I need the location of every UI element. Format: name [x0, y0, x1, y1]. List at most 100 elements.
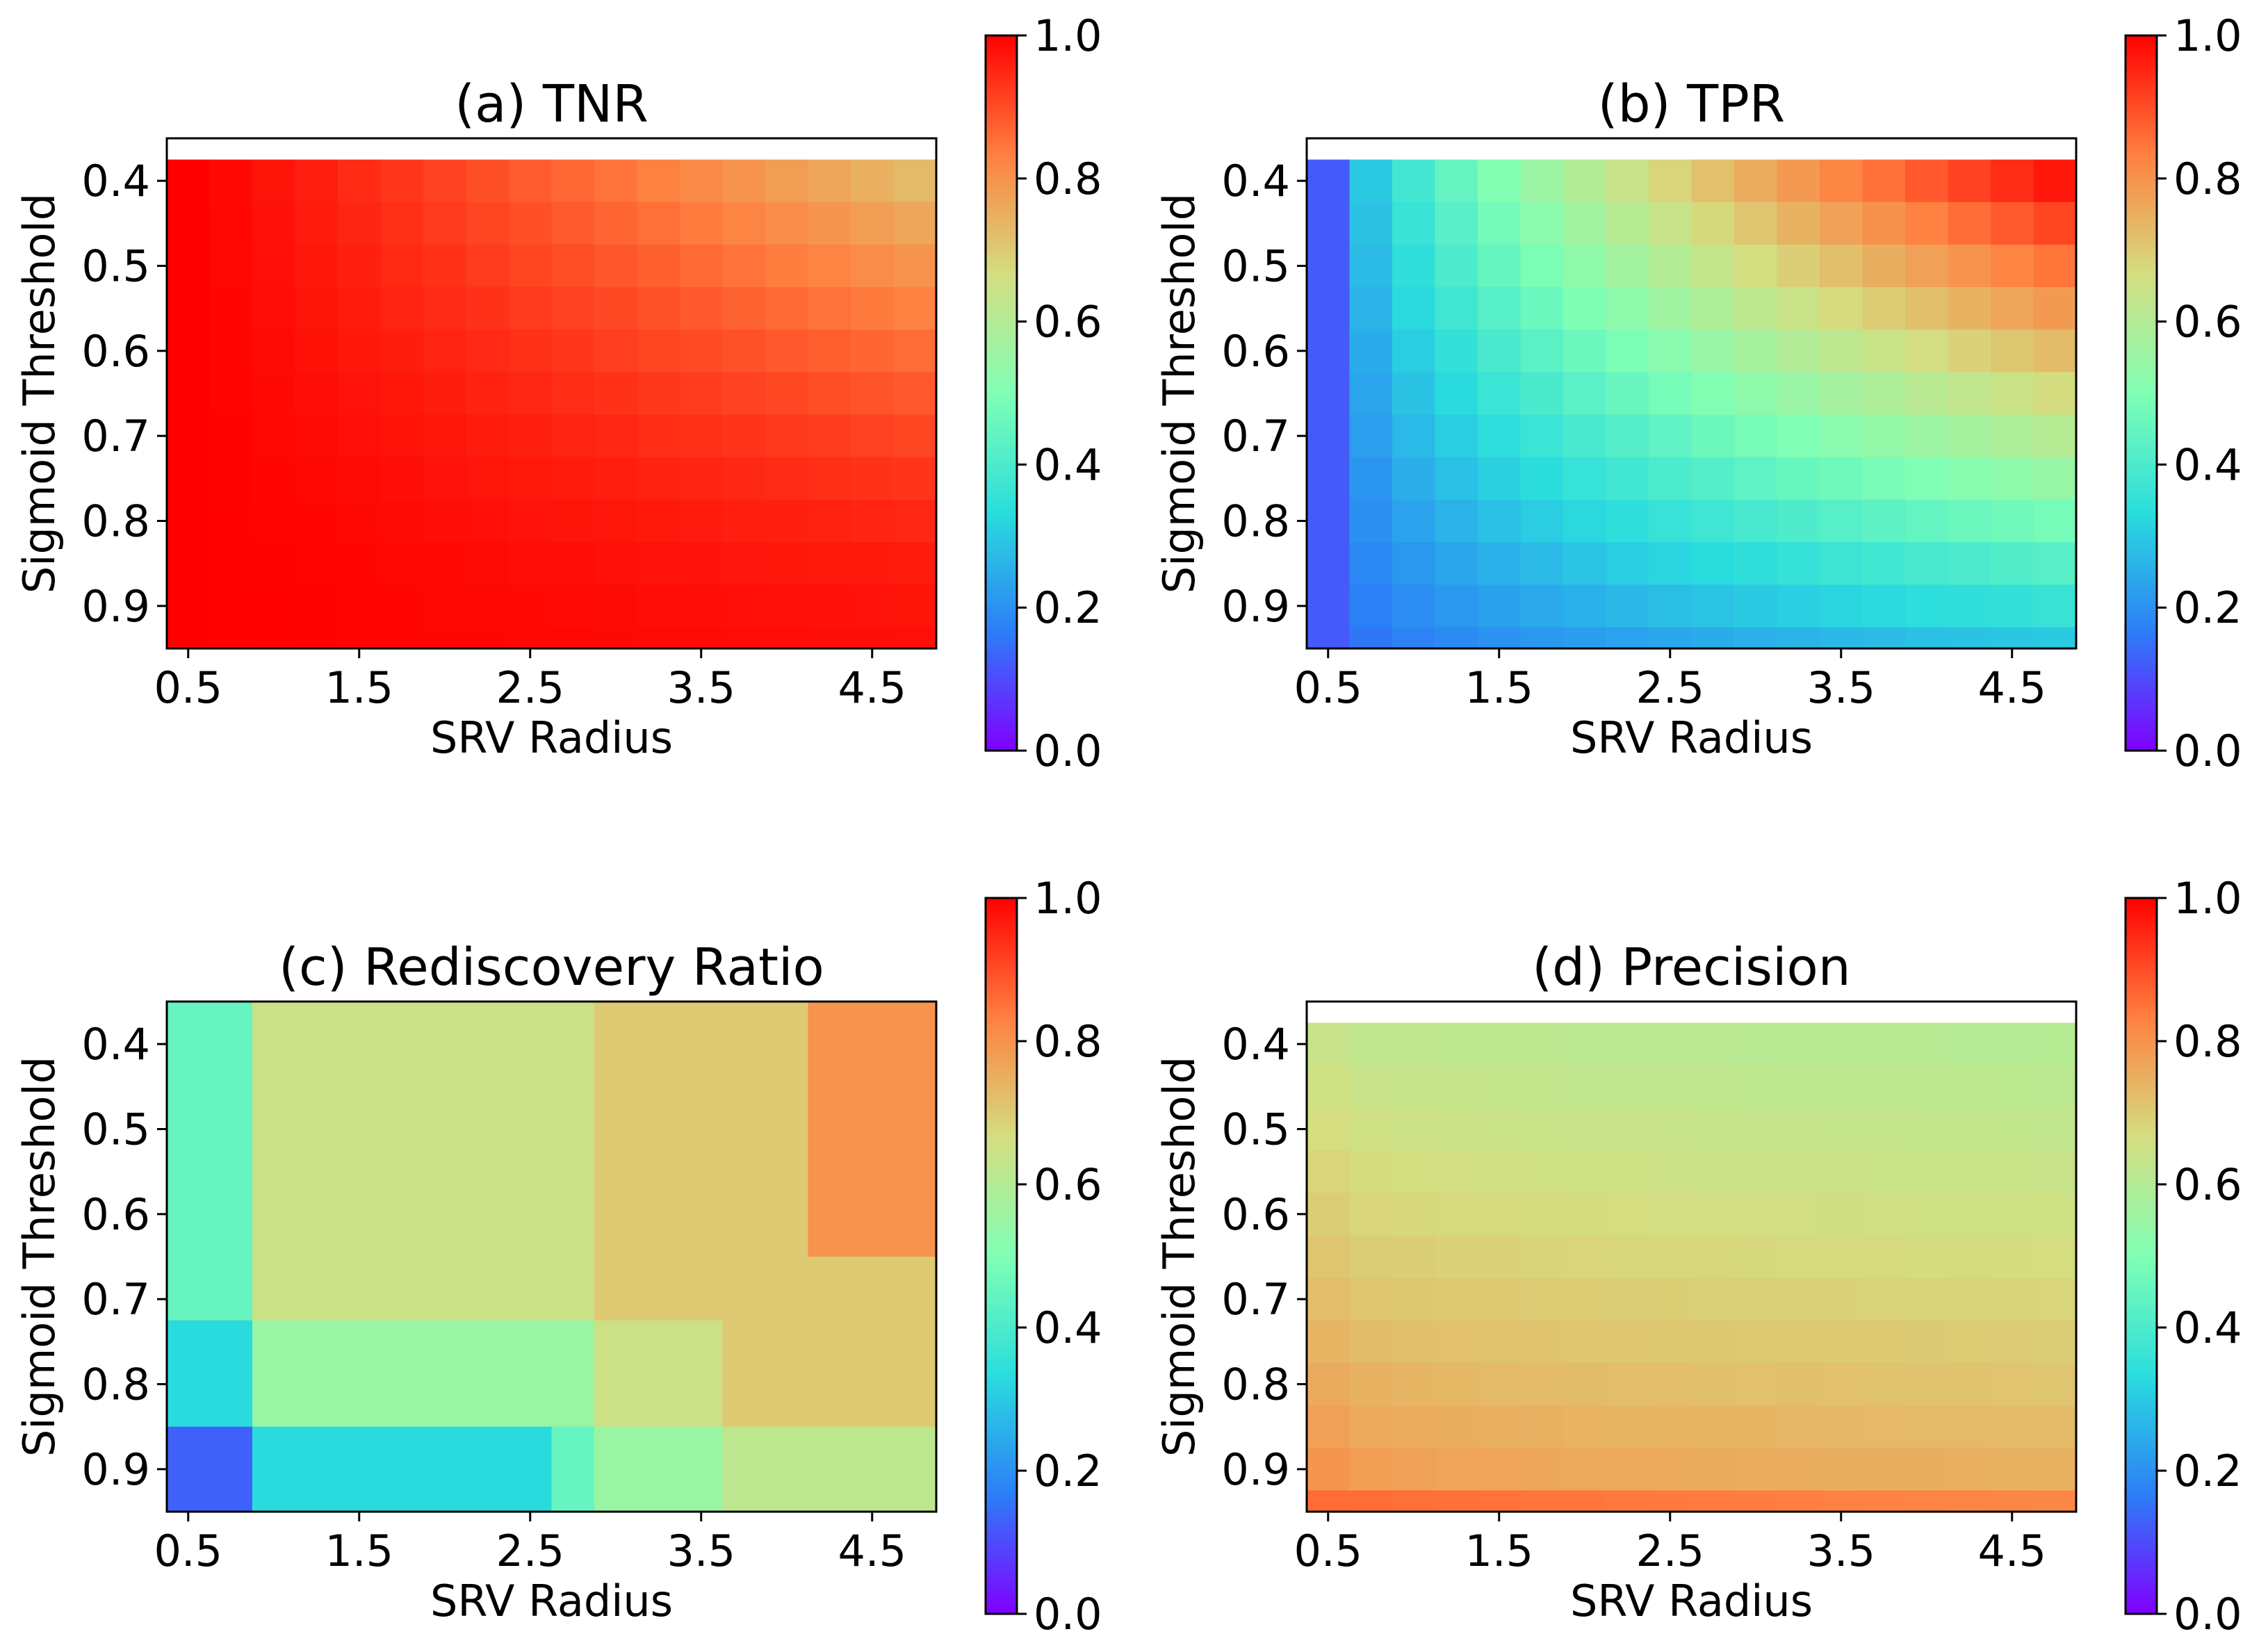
heatmap-cell [338, 202, 382, 245]
heatmap-cell [2033, 1107, 2077, 1151]
heatmap-cell [423, 244, 467, 288]
heatmap-cell [252, 585, 296, 628]
heatmap-cell [1478, 287, 1521, 330]
heatmap-cell [252, 1002, 595, 1321]
heatmap-cell [1991, 457, 2034, 500]
heatmap-cell [1349, 1235, 1393, 1279]
chart-title: (d) Precision [1532, 938, 1850, 997]
heatmap-cell [1606, 1150, 1649, 1193]
heatmap-cell [808, 329, 851, 373]
y-tick-label: 0.7 [1221, 1274, 1290, 1325]
heatmap-cell [167, 372, 211, 416]
heatmap-cell [808, 627, 851, 649]
heatmap-cell [1991, 159, 2034, 203]
y-tick-label: 0.4 [81, 1019, 150, 1070]
heatmap-cell [1435, 1150, 1478, 1193]
heatmap-cell [209, 244, 253, 288]
heatmap-cell [167, 585, 211, 628]
heatmap-cell [1606, 1235, 1649, 1279]
heatmap-cell [1649, 287, 1692, 330]
heatmap-cell [509, 414, 553, 458]
heatmap-cell [637, 542, 680, 585]
heatmap-cell [1307, 627, 1351, 649]
heatmap-cell [1307, 1320, 1351, 1364]
heatmap-cell [1991, 1320, 2034, 1364]
heatmap-cell [1349, 244, 1393, 288]
heatmap-cell [1820, 627, 1863, 649]
heatmap-cell [380, 542, 424, 585]
heatmap-cell [1349, 1448, 1393, 1492]
heatmap-cell [1649, 1107, 1692, 1151]
heatmap-cell [1435, 1277, 1478, 1321]
heatmap-cell [1649, 244, 1692, 288]
y-tick-label: 0.6 [1221, 1189, 1290, 1240]
heatmap-cell [380, 287, 424, 330]
heatmap-cell [252, 499, 296, 543]
heatmap-cell [209, 542, 253, 585]
heatmap-cell [1734, 499, 1778, 543]
heatmap-cell [167, 329, 211, 373]
heatmap-cell [1606, 457, 1649, 500]
heatmap-cell [338, 457, 382, 500]
heatmap-panel-2: (b) TPR 0.5 1.5 2.5 3.5 4.5 0.4 0.5 0.6 0.7 0.8 0.9… [1154, 10, 2242, 776]
heatmap-cell [2033, 585, 2077, 628]
heatmap-cell [1649, 1065, 1692, 1109]
heatmap-cell [423, 372, 467, 416]
heatmap-cell [1563, 1362, 1607, 1406]
heatmap-cell [1862, 244, 1906, 288]
heatmap-cells [1307, 1022, 2077, 1512]
heatmap-cell [509, 159, 553, 203]
heatmap-cell [252, 1320, 595, 1428]
heatmap-cell [1991, 1490, 2034, 1512]
heatmap-cell [167, 1426, 253, 1512]
heatmap-cell [295, 542, 338, 585]
heatmap-cell [423, 329, 467, 373]
heatmap-cell [637, 329, 680, 373]
heatmap-cell [1435, 1065, 1478, 1109]
heatmap-cell [252, 372, 296, 416]
heatmap-cell [1307, 1405, 1351, 1448]
heatmap-cell [1392, 1193, 1436, 1236]
heatmap-cell [1905, 627, 1949, 649]
heatmap-cell [1691, 414, 1735, 458]
heatmap-cell [1307, 1235, 1351, 1279]
heatmap-cell [1606, 329, 1649, 373]
heatmap-cell [252, 627, 296, 649]
heatmap-cell [1777, 1193, 1820, 1236]
y-tick-label: 0.6 [81, 326, 150, 377]
heatmap-cell [1820, 1277, 1863, 1321]
heatmap-cell [1478, 1150, 1521, 1193]
heatmap-cell [295, 499, 338, 543]
colorbar-tick-label: 0.4 [1034, 439, 1102, 490]
heatmap-cell [680, 627, 724, 649]
colorbar-tick-label: 0.2 [2173, 582, 2242, 633]
heatmap-cell [1392, 1022, 1436, 1066]
heatmap-cell [1820, 1065, 1863, 1109]
heatmap-cell [1777, 159, 1820, 203]
y-tick-label: 0.6 [81, 1189, 150, 1240]
heatmap-cell [680, 585, 724, 628]
heatmap-cell [1520, 329, 1564, 373]
heatmap-cell [1777, 414, 1820, 458]
heatmap-cell [423, 585, 467, 628]
heatmap-cell [893, 159, 937, 203]
heatmap-cell [1734, 457, 1778, 500]
heatmap-cell [893, 372, 937, 416]
heatmap-cell [1649, 329, 1692, 373]
heatmap-cell [1991, 287, 2034, 330]
heatmap-cell [1349, 1277, 1393, 1321]
heatmap-cell [1563, 1107, 1607, 1151]
heatmap-cell [765, 542, 809, 585]
heatmap-cell [1520, 585, 1564, 628]
heatmap-cell [252, 542, 296, 585]
heatmap-cell [1905, 1235, 1949, 1279]
heatmap-cell [1777, 457, 1820, 500]
heatmap-cell [509, 585, 553, 628]
heatmap-cell [1691, 287, 1735, 330]
heatmap-cell [466, 202, 509, 245]
heatmap-cell [252, 457, 296, 500]
heatmap-cell [808, 159, 851, 203]
heatmap-panel-1: (a) TNR 0.5 1.5 2.5 3.5 4.5 0.4 0.5 0.6 0.7 0.8 0.9… [14, 10, 1102, 776]
colorbar: 0.0 0.2 0.4 0.6 0.8 1.0 [2124, 10, 2242, 776]
heatmap-cell [1820, 457, 1863, 500]
